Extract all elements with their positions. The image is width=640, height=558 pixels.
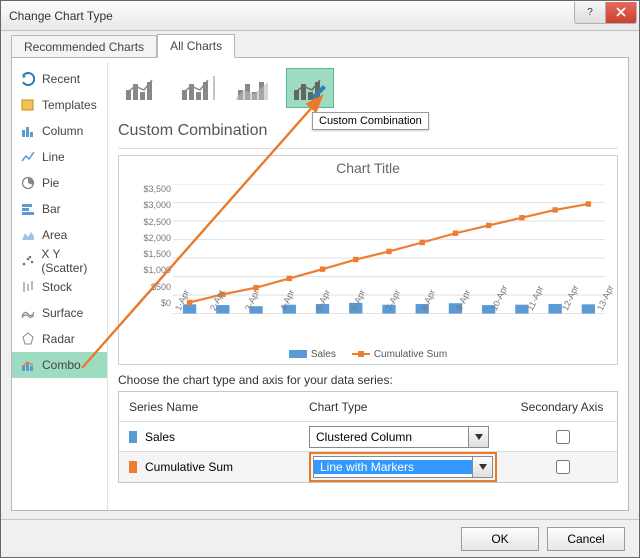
ok-button[interactable]: OK bbox=[461, 527, 539, 551]
series-swatch bbox=[129, 431, 137, 443]
chart-type-select-sales[interactable]: Clustered Column bbox=[309, 426, 489, 448]
combo-subtype-2[interactable] bbox=[174, 68, 222, 108]
series-table: Series Name Chart Type Secondary Axis Sa… bbox=[118, 391, 618, 483]
window-buttons: ? bbox=[574, 2, 637, 24]
series-row-cumulative: Cumulative Sum Line with Markers bbox=[119, 452, 617, 482]
sidebar-item-label: Area bbox=[42, 228, 67, 242]
combo-subtype-custom[interactable] bbox=[286, 68, 334, 108]
sidebar-item-label: Templates bbox=[42, 98, 97, 112]
sidebar-item-recent[interactable]: Recent bbox=[12, 66, 107, 92]
hdr-chart-type: Chart Type bbox=[299, 400, 507, 414]
combo-icon bbox=[20, 357, 36, 373]
divider bbox=[118, 148, 618, 149]
sidebar-item-bar[interactable]: Bar bbox=[12, 196, 107, 222]
templates-icon bbox=[20, 97, 36, 113]
legend-b: Cumulative Sum bbox=[374, 349, 447, 360]
surface-icon bbox=[20, 305, 36, 321]
window-title: Change Chart Type bbox=[9, 9, 574, 23]
dropdown-icon bbox=[468, 427, 488, 447]
sidebar-item-label: X Y (Scatter) bbox=[41, 247, 107, 275]
radar-icon bbox=[20, 331, 36, 347]
chart-type-value: Line with Markers bbox=[314, 460, 472, 474]
column-icon bbox=[20, 123, 36, 139]
hdr-series-name: Series Name bbox=[119, 400, 299, 414]
dialog-content: Recent Templates Column Line Pie Bar bbox=[11, 57, 629, 511]
secondary-axis-checkbox-sales[interactable] bbox=[556, 430, 570, 444]
dropdown-icon bbox=[472, 457, 492, 477]
sidebar-item-label: Stock bbox=[42, 280, 72, 294]
chart-category-sidebar: Recent Templates Column Line Pie Bar bbox=[12, 62, 108, 510]
sidebar-item-area[interactable]: Area bbox=[12, 222, 107, 248]
sidebar-item-line[interactable]: Line bbox=[12, 144, 107, 170]
chart-type-value: Clustered Column bbox=[310, 430, 468, 444]
chart-preview[interactable]: Chart Title $0$500$1,000$1,500$2,000$2,5… bbox=[118, 155, 618, 365]
sidebar-item-templates[interactable]: Templates bbox=[12, 92, 107, 118]
series-table-header: Series Name Chart Type Secondary Axis bbox=[119, 392, 617, 422]
legend-a: Sales bbox=[311, 349, 336, 360]
sidebar-item-label: Combo bbox=[42, 358, 81, 372]
stock-icon bbox=[20, 279, 36, 295]
sidebar-item-column[interactable]: Column bbox=[12, 118, 107, 144]
chart-type-select-cumulative[interactable]: Line with Markers bbox=[313, 456, 493, 478]
title-bar: Change Chart Type ? bbox=[1, 1, 639, 31]
combo-subtype-3[interactable] bbox=[230, 68, 278, 108]
secondary-axis-checkbox-cumulative[interactable] bbox=[556, 460, 570, 474]
chart-title: Chart Title bbox=[119, 160, 617, 176]
close-button[interactable] bbox=[605, 2, 637, 24]
series-name: Cumulative Sum bbox=[145, 460, 233, 474]
sidebar-item-radar[interactable]: Radar bbox=[12, 326, 107, 352]
sidebar-item-label: Surface bbox=[42, 306, 83, 320]
scatter-icon bbox=[20, 253, 35, 269]
chart-subtype-row bbox=[118, 68, 618, 108]
sidebar-item-label: Pie bbox=[42, 176, 59, 190]
tab-recommended-charts[interactable]: Recommended Charts bbox=[11, 35, 157, 58]
sidebar-item-label: Line bbox=[42, 150, 65, 164]
sidebar-item-scatter[interactable]: X Y (Scatter) bbox=[12, 248, 107, 274]
sidebar-item-label: Radar bbox=[42, 332, 75, 346]
series-swatch bbox=[129, 461, 137, 473]
main-panel: Custom Combination Custom Combination Ch… bbox=[108, 62, 628, 510]
sidebar-item-combo[interactable]: Combo bbox=[12, 352, 107, 378]
series-prompt: Choose the chart type and axis for your … bbox=[118, 373, 618, 387]
bar-icon bbox=[20, 201, 36, 217]
line-icon bbox=[20, 149, 36, 165]
series-row-sales: Sales Clustered Column bbox=[119, 422, 617, 452]
help-button[interactable]: ? bbox=[574, 2, 606, 24]
recent-icon bbox=[20, 71, 36, 87]
combo-subtype-1[interactable] bbox=[118, 68, 166, 108]
tab-strip: Recommended Charts All Charts bbox=[1, 31, 639, 57]
sidebar-item-surface[interactable]: Surface bbox=[12, 300, 107, 326]
area-icon bbox=[20, 227, 36, 243]
sidebar-item-label: Bar bbox=[42, 202, 61, 216]
chart-legend: Sales Cumulative Sum bbox=[119, 349, 617, 360]
subtype-tooltip: Custom Combination bbox=[312, 112, 429, 130]
sidebar-item-stock[interactable]: Stock bbox=[12, 274, 107, 300]
pie-icon bbox=[20, 175, 36, 191]
sidebar-item-pie[interactable]: Pie bbox=[12, 170, 107, 196]
highlighted-chart-type: Line with Markers bbox=[309, 452, 497, 482]
series-name: Sales bbox=[145, 430, 175, 444]
sidebar-item-label: Recent bbox=[42, 72, 80, 86]
tab-all-charts[interactable]: All Charts bbox=[157, 34, 235, 58]
sidebar-item-label: Column bbox=[42, 124, 83, 138]
cancel-button[interactable]: Cancel bbox=[547, 527, 625, 551]
dialog-footer: OK Cancel bbox=[1, 519, 639, 557]
hdr-secondary-axis: Secondary Axis bbox=[507, 400, 617, 414]
